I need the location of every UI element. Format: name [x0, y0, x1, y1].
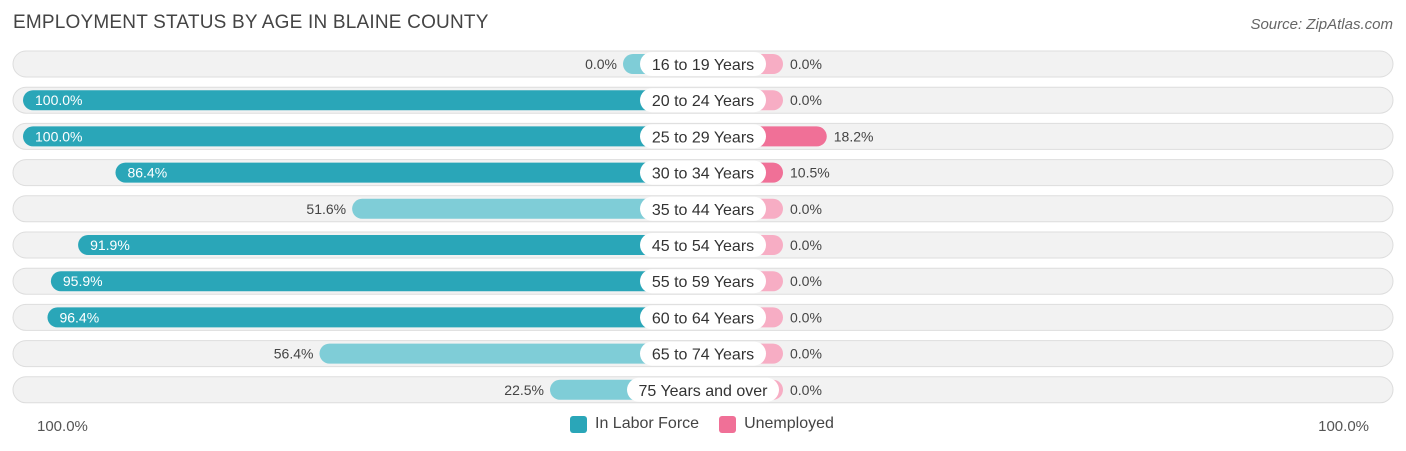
category-pill [640, 233, 766, 257]
category-pill [640, 160, 766, 185]
category-pill [627, 377, 779, 402]
category-label: 55 to 59 Years [652, 274, 754, 291]
labor-force-value-label: 22.5% [504, 382, 544, 398]
legend-swatch-unemployed [719, 415, 737, 433]
category-label: 60 to 64 Years [652, 310, 754, 327]
legend-label-labor: In Labor Force [595, 415, 700, 432]
category-label: 35 to 44 Years [652, 202, 754, 219]
unemployed-value-label: 0.0% [790, 346, 822, 362]
unemployed-value-label: 0.0% [790, 309, 822, 325]
category-label: 20 to 24 Years [652, 93, 754, 110]
legend-item-labor: In Labor Force [570, 415, 699, 433]
category-pill [640, 52, 766, 76]
labor-force-value-label: 96.4% [59, 309, 99, 325]
category-label: 45 to 54 Years [652, 238, 754, 255]
category-pill [640, 196, 766, 221]
unemployed-value-label: 0.0% [790, 92, 822, 108]
unemployed-value-label: 0.0% [790, 273, 822, 289]
labor-force-bar [115, 162, 704, 183]
category-label: 30 to 34 Years [652, 166, 754, 183]
category-label: 65 to 74 Years [652, 347, 754, 364]
labor-force-bar [78, 235, 703, 255]
labor-force-value-label: 86.4% [127, 165, 167, 181]
labor-force-value-label: 56.4% [274, 346, 314, 362]
category-pill [640, 124, 766, 149]
labor-force-bar [23, 126, 703, 147]
legend-item-unemployed: Unemployed [719, 415, 834, 433]
chart-title: EMPLOYMENT STATUS BY AGE IN BLAINE COUNT… [13, 12, 489, 33]
legend: In Labor Force Unemployed [570, 415, 844, 433]
unemployed-value-label: 18.2% [834, 128, 874, 144]
category-pill [640, 305, 766, 330]
legend-swatch-labor [570, 415, 587, 433]
unemployed-value-label: 0.0% [790, 237, 822, 253]
unemployed-value-label: 10.5% [790, 165, 830, 181]
labor-force-value-label: 91.9% [90, 237, 130, 253]
category-pill [640, 88, 766, 113]
labor-force-value-label: 95.9% [63, 273, 103, 289]
category-label: 16 to 19 Years [652, 57, 754, 74]
unemployed-value-label: 0.0% [790, 201, 822, 217]
labor-force-bar [319, 343, 703, 364]
labor-force-value-label: 0.0% [585, 56, 617, 72]
labor-force-value-label: 100.0% [35, 92, 82, 108]
legend-label-unemployed: Unemployed [744, 415, 834, 432]
labor-force-bar [47, 307, 704, 328]
labor-force-value-label: 51.6% [306, 201, 346, 217]
source-label: Source: ZipAtlas.com [1250, 16, 1393, 33]
axis-left-label: 100.0% [37, 418, 88, 435]
labor-force-value-label: 100.0% [35, 128, 82, 144]
category-label: 75 Years and over [639, 383, 769, 400]
category-pill [640, 269, 766, 294]
unemployed-value-label: 0.0% [790, 382, 822, 398]
labor-force-bar [23, 90, 703, 111]
unemployed-value-label: 0.0% [790, 56, 822, 72]
category-label: 25 to 29 Years [652, 129, 754, 146]
axis-right-label: 100.0% [1318, 418, 1369, 435]
labor-force-bar [50, 271, 703, 292]
labor-force-bar [352, 198, 703, 219]
category-pill [640, 341, 766, 366]
